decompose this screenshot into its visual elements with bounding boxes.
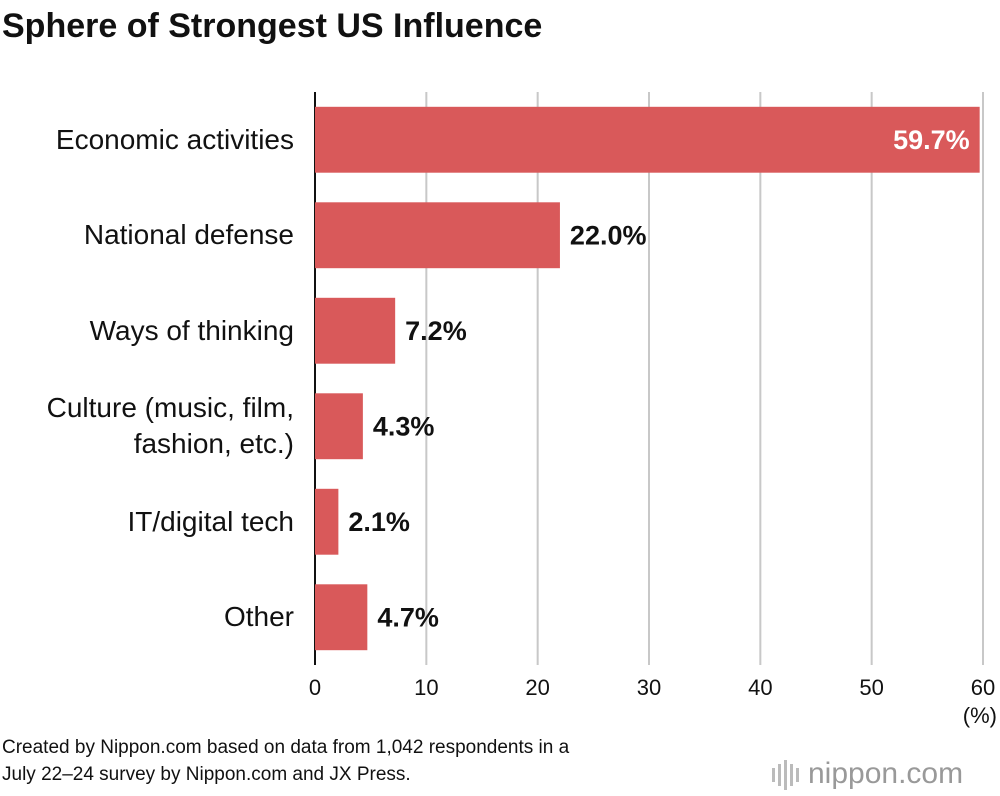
bar [315,202,560,269]
bar [315,393,363,460]
category-label: National defense [83,219,294,251]
value-label: 59.7% [893,125,970,155]
value-label: 7.2% [405,316,467,346]
x-axis-label: (%) [963,703,997,728]
category-label: Other [223,601,294,633]
value-label: 4.3% [373,411,435,441]
category-label: Economic activities [55,123,294,155]
bar [315,106,980,173]
value-label: 2.1% [348,507,410,537]
logo-icon [772,760,799,790]
chart-title: Sphere of Strongest US Influence [2,7,542,45]
logo: nippon.com [808,757,963,790]
x-tick-label: 50 [859,675,883,700]
value-label: 22.0% [570,220,647,250]
category-label: Culture (music, film, fashion, etc.) [46,392,294,460]
x-tick-label: 0 [309,675,321,700]
bar [315,584,368,651]
source-note: Created by Nippon.com based on data from… [2,737,570,785]
value-label: 4.7% [377,602,439,632]
x-tick-label: 30 [637,675,661,700]
category-label: IT/digital tech [127,505,294,537]
category-label: Ways of thinking [89,314,294,346]
x-tick-label: 10 [414,675,438,700]
bar [315,297,396,364]
bar [315,488,339,555]
x-tick-label: 40 [748,675,772,700]
x-tick-label: 60 [971,675,995,700]
x-tick-label: 20 [525,675,549,700]
